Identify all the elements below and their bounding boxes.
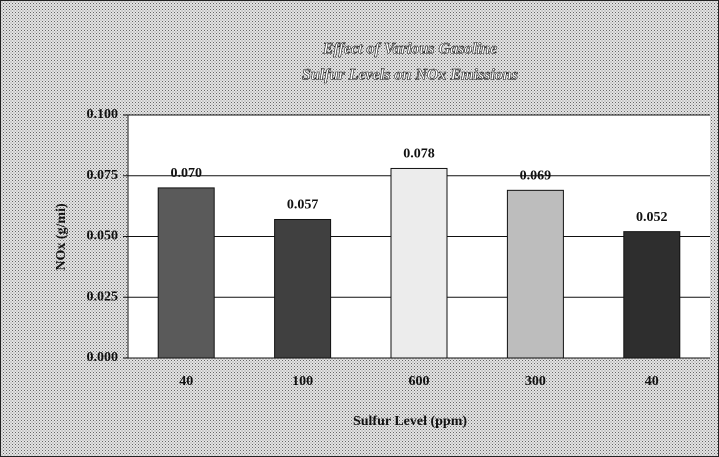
chart-title: Sulfur Levels on NOx Emissions <box>302 67 518 84</box>
bar <box>390 167 448 359</box>
x-tick-label: 600 <box>409 374 430 389</box>
y-tick-label: 0.050 <box>87 229 119 244</box>
data-label: 0.057 <box>287 198 319 213</box>
y-tick-label: 0.100 <box>87 107 119 122</box>
bar <box>623 231 681 359</box>
bar <box>506 189 564 359</box>
y-tick-label: 0.000 <box>87 350 119 365</box>
bar <box>157 187 215 359</box>
x-tick-label: 100 <box>292 374 313 389</box>
chart-title: Effect of Various Gasoline <box>322 41 497 58</box>
x-tick-label: 300 <box>525 374 546 389</box>
y-tick-label: 0.025 <box>87 289 119 304</box>
bar <box>274 218 332 359</box>
data-label: 0.078 <box>403 147 435 162</box>
x-tick-label: 40 <box>645 374 659 389</box>
data-label: 0.070 <box>170 166 202 181</box>
data-label: 0.069 <box>520 169 552 184</box>
y-axis-label: NOx (g/mi) <box>54 203 69 271</box>
x-tick-label: 40 <box>179 374 193 389</box>
data-label: 0.052 <box>636 210 668 225</box>
y-tick-label: 0.075 <box>87 168 119 183</box>
x-axis-label: Sulfur Level (ppm) <box>353 414 467 429</box>
